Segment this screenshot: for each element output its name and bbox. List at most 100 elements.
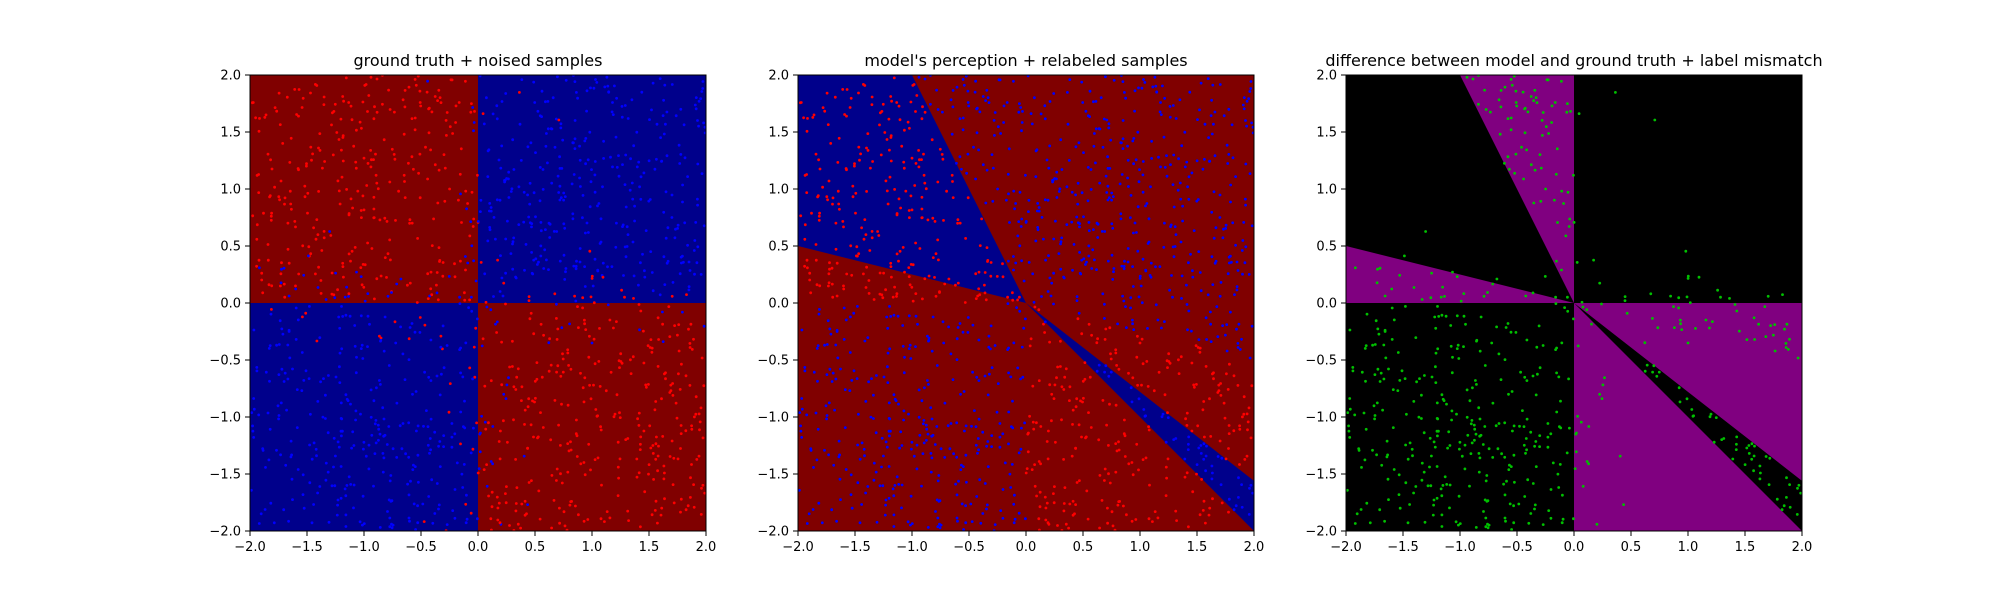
data-point — [1457, 357, 1461, 360]
data-point — [864, 233, 868, 237]
data-point — [445, 134, 448, 137]
data-point — [1448, 483, 1452, 487]
data-point — [977, 417, 981, 421]
data-point — [935, 88, 938, 92]
data-point — [1382, 377, 1386, 381]
data-point — [1423, 520, 1427, 524]
data-point — [679, 432, 683, 435]
data-point — [352, 144, 356, 148]
data-point — [277, 373, 281, 376]
data-point — [698, 428, 701, 432]
data-point — [635, 457, 639, 461]
data-point — [653, 509, 657, 512]
data-point — [1036, 226, 1040, 229]
data-point — [686, 243, 689, 247]
data-point — [297, 272, 301, 276]
data-point — [1720, 438, 1724, 441]
data-point — [956, 519, 959, 523]
data-point — [506, 219, 509, 223]
data-point — [472, 426, 475, 430]
data-point — [1503, 161, 1506, 165]
data-point — [958, 117, 962, 120]
data-point — [1441, 484, 1445, 487]
data-point — [1534, 465, 1538, 468]
data-point — [1149, 275, 1153, 279]
data-point — [1043, 495, 1047, 499]
data-point — [364, 83, 368, 86]
data-point — [395, 282, 399, 286]
data-point — [670, 193, 674, 197]
data-point — [1397, 493, 1401, 496]
data-point — [579, 371, 582, 375]
data-point — [250, 488, 253, 492]
data-point — [1163, 393, 1167, 397]
data-point — [987, 101, 991, 104]
data-point — [651, 452, 655, 455]
data-point — [504, 492, 507, 495]
data-point — [1513, 480, 1516, 484]
data-point — [375, 181, 379, 185]
data-point — [462, 463, 466, 466]
data-point — [573, 80, 577, 83]
data-point — [582, 519, 586, 523]
data-point — [679, 447, 682, 450]
data-point — [937, 474, 941, 477]
data-point — [1672, 305, 1675, 308]
data-point — [1238, 424, 1241, 428]
data-point — [816, 427, 820, 431]
data-point — [1233, 293, 1236, 296]
data-point — [1142, 408, 1146, 411]
data-point — [584, 328, 588, 331]
data-point — [1131, 473, 1135, 477]
data-point — [1043, 331, 1046, 334]
data-point — [1465, 388, 1469, 392]
data-point — [624, 438, 628, 441]
data-point — [556, 364, 560, 368]
data-point — [799, 429, 803, 433]
data-point — [848, 351, 852, 354]
data-point — [378, 379, 381, 382]
data-point — [863, 339, 867, 343]
data-point — [682, 123, 686, 127]
data-point — [1094, 127, 1098, 131]
data-point — [1095, 268, 1098, 271]
data-point — [290, 477, 294, 481]
data-point — [560, 326, 564, 330]
chart-title: ground truth + noised samples — [354, 51, 603, 70]
data-point — [1094, 100, 1098, 103]
data-point — [1070, 190, 1074, 194]
data-point — [1065, 223, 1069, 227]
data-point — [362, 447, 365, 451]
data-point — [885, 138, 889, 141]
data-point — [1035, 148, 1039, 152]
data-point — [966, 89, 970, 93]
data-point — [314, 237, 318, 241]
data-point — [1251, 125, 1254, 129]
data-point — [849, 315, 852, 319]
data-point — [1130, 400, 1134, 404]
data-point — [1085, 260, 1088, 264]
data-point — [664, 377, 667, 381]
data-point — [821, 185, 824, 189]
data-point — [858, 158, 861, 162]
data-point — [1507, 468, 1511, 471]
data-point — [1249, 436, 1253, 440]
data-point — [558, 155, 561, 159]
data-point — [1095, 369, 1099, 373]
data-point — [1096, 236, 1100, 239]
data-point — [1562, 202, 1565, 205]
data-point — [407, 85, 411, 89]
data-point — [511, 365, 514, 368]
data-point — [326, 431, 330, 435]
data-point — [799, 214, 803, 218]
data-point — [1103, 317, 1106, 320]
data-point — [1712, 440, 1716, 444]
data-point — [1714, 416, 1718, 419]
data-point — [1238, 427, 1242, 431]
data-point — [1031, 272, 1035, 276]
data-point — [922, 419, 926, 422]
data-point — [413, 465, 417, 468]
data-point — [1163, 221, 1166, 225]
data-point — [644, 229, 648, 233]
data-point — [1224, 227, 1227, 230]
